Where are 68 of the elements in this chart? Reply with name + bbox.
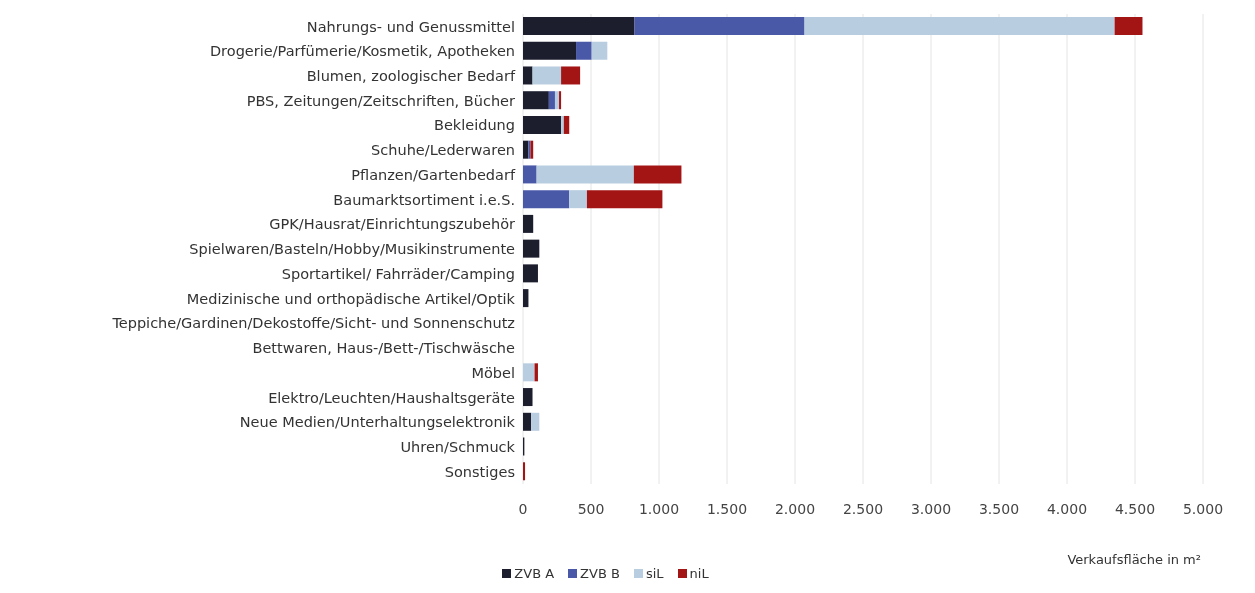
y-tick-label: Nahrungs- und Genussmittel <box>306 18 515 35</box>
bar <box>554 91 560 110</box>
bar <box>523 214 534 233</box>
bar <box>523 140 529 159</box>
bar <box>563 115 570 134</box>
bar <box>523 462 526 481</box>
x-tick-label: 0 <box>518 500 528 517</box>
bar <box>531 412 540 431</box>
legend-label: niL <box>688 566 709 581</box>
y-tick-label: Blumen, zoologischer Bedarf <box>306 67 516 84</box>
y-tick-label: Schuhe/Lederwaren <box>371 142 515 159</box>
bar <box>523 239 540 258</box>
y-tick-label: GPK/Hausrat/Einrichtungszubehör <box>269 216 516 233</box>
legend-label: siL <box>644 566 664 581</box>
x-tick-label: 1.000 <box>638 500 680 517</box>
bar <box>523 190 570 209</box>
bar <box>548 91 555 110</box>
bar <box>576 41 592 60</box>
x-tick-label: 4.500 <box>1114 500 1156 517</box>
legend-label: ZVB B <box>579 566 620 581</box>
y-tick-label: Neue Medien/Unterhaltungselektronik <box>239 414 516 431</box>
y-tick-label: Elektro/Leuchten/Haushaltsgeräte <box>268 389 516 406</box>
x-tick-label: 2.500 <box>842 500 884 517</box>
bar <box>523 115 562 134</box>
bar <box>523 41 577 60</box>
x-tick-label: 2.000 <box>774 500 816 517</box>
y-tick-label: Pflanzen/Gartenbedarf <box>351 166 516 183</box>
x-axis-title: Verkaufsfläche in m² <box>1067 552 1201 567</box>
bar <box>532 66 562 85</box>
bar <box>523 289 529 308</box>
bar <box>569 190 587 209</box>
x-tick-label: 3.000 <box>910 500 952 517</box>
bar <box>523 264 538 283</box>
y-tick-label: Spielwaren/Basteln/Hobby/Musikinstrumente <box>189 241 516 258</box>
y-tick-label: Bekleidung <box>433 117 515 134</box>
y-tick-label: Sonstiges <box>444 463 515 480</box>
bar <box>523 412 532 431</box>
x-tick-label: 4.000 <box>1046 500 1088 517</box>
x-tick-label: 5.000 <box>1182 500 1224 517</box>
y-tick-label: Uhren/Schmuck <box>400 439 516 456</box>
x-tick-label: 1.500 <box>706 500 748 517</box>
y-tick-label: Medizinische und orthopädische Artikel/Optik <box>186 290 516 307</box>
bar <box>523 388 533 407</box>
bar <box>559 91 562 110</box>
bar <box>536 165 634 184</box>
bar <box>804 17 1115 35</box>
bar <box>586 190 663 209</box>
bar <box>523 66 533 85</box>
y-tick-label: Bettwaren, Haus-/Bett-/Tischwäsche <box>252 340 516 357</box>
y-tick-label: Teppiche/Gardinen/Dekostoffe/Sicht- und Sonnenschutz <box>111 315 515 332</box>
y-tick-label: Sportartikel/ Fahrräder/Camping <box>281 265 515 282</box>
bar <box>523 363 535 382</box>
bar <box>634 17 805 35</box>
y-tick-label: Baumarktsortiment i.e.S. <box>333 191 515 208</box>
y-tick-label: Möbel <box>471 364 515 381</box>
bar <box>1114 17 1143 35</box>
x-tick-label: 500 <box>577 500 605 517</box>
x-tick-label: 3.500 <box>978 500 1020 517</box>
bar <box>523 165 537 184</box>
bar <box>523 91 549 110</box>
y-tick-label: PBS, Zeitungen/Zeitschriften, Bücher <box>246 92 516 109</box>
bar <box>591 41 608 60</box>
bar <box>561 115 564 134</box>
bar <box>561 66 581 85</box>
bar <box>633 165 682 184</box>
bar <box>523 17 635 35</box>
legend-label: ZVB A <box>513 566 555 581</box>
y-tick-label: Drogerie/Parfümerie/Kosmetik, Apotheken <box>209 43 515 60</box>
